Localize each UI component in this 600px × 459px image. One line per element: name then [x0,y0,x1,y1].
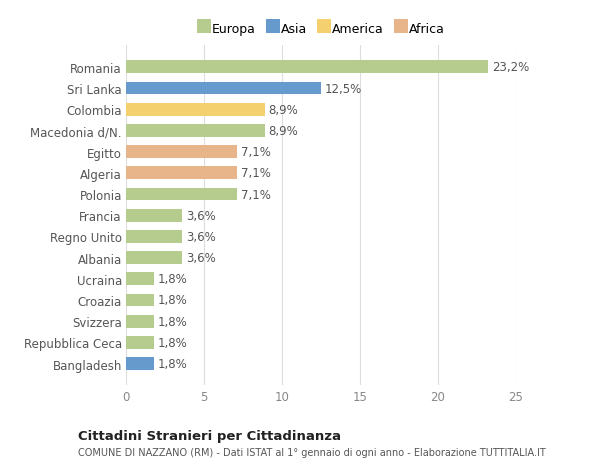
Text: 3,6%: 3,6% [186,209,216,222]
Text: 3,6%: 3,6% [186,230,216,243]
Bar [126,104,265,116]
Text: COMUNE DI NAZZANO (RM) - Dati ISTAT al 1° gennaio di ogni anno - Elaborazione TU: COMUNE DI NAZZANO (RM) - Dati ISTAT al 1… [78,448,546,458]
Text: 12,5%: 12,5% [325,82,362,95]
Text: 7,1%: 7,1% [241,146,271,159]
Text: 1,8%: 1,8% [158,357,188,370]
Bar [126,62,488,74]
Text: 1,8%: 1,8% [158,336,188,349]
Bar [126,209,182,222]
Text: 1,8%: 1,8% [158,273,188,285]
Text: 1,8%: 1,8% [158,315,188,328]
Text: Cittadini Stranieri per Cittadinanza: Cittadini Stranieri per Cittadinanza [78,429,341,442]
Text: 8,9%: 8,9% [269,125,298,138]
Text: 7,1%: 7,1% [241,188,271,201]
Text: 23,2%: 23,2% [492,61,529,74]
Bar [126,273,154,285]
Bar [126,188,237,201]
Text: 3,6%: 3,6% [186,252,216,264]
Bar [126,125,265,138]
Bar [126,336,154,349]
Text: 1,8%: 1,8% [158,294,188,307]
Text: 8,9%: 8,9% [269,103,298,117]
Text: 7,1%: 7,1% [241,167,271,180]
Bar [126,294,154,307]
Bar [126,230,182,243]
Bar [126,146,237,159]
Bar [126,358,154,370]
Legend: Europa, Asia, America, Africa: Europa, Asia, America, Africa [192,18,450,41]
Bar [126,167,237,180]
Bar [126,83,321,95]
Bar [126,315,154,328]
Bar [126,252,182,264]
